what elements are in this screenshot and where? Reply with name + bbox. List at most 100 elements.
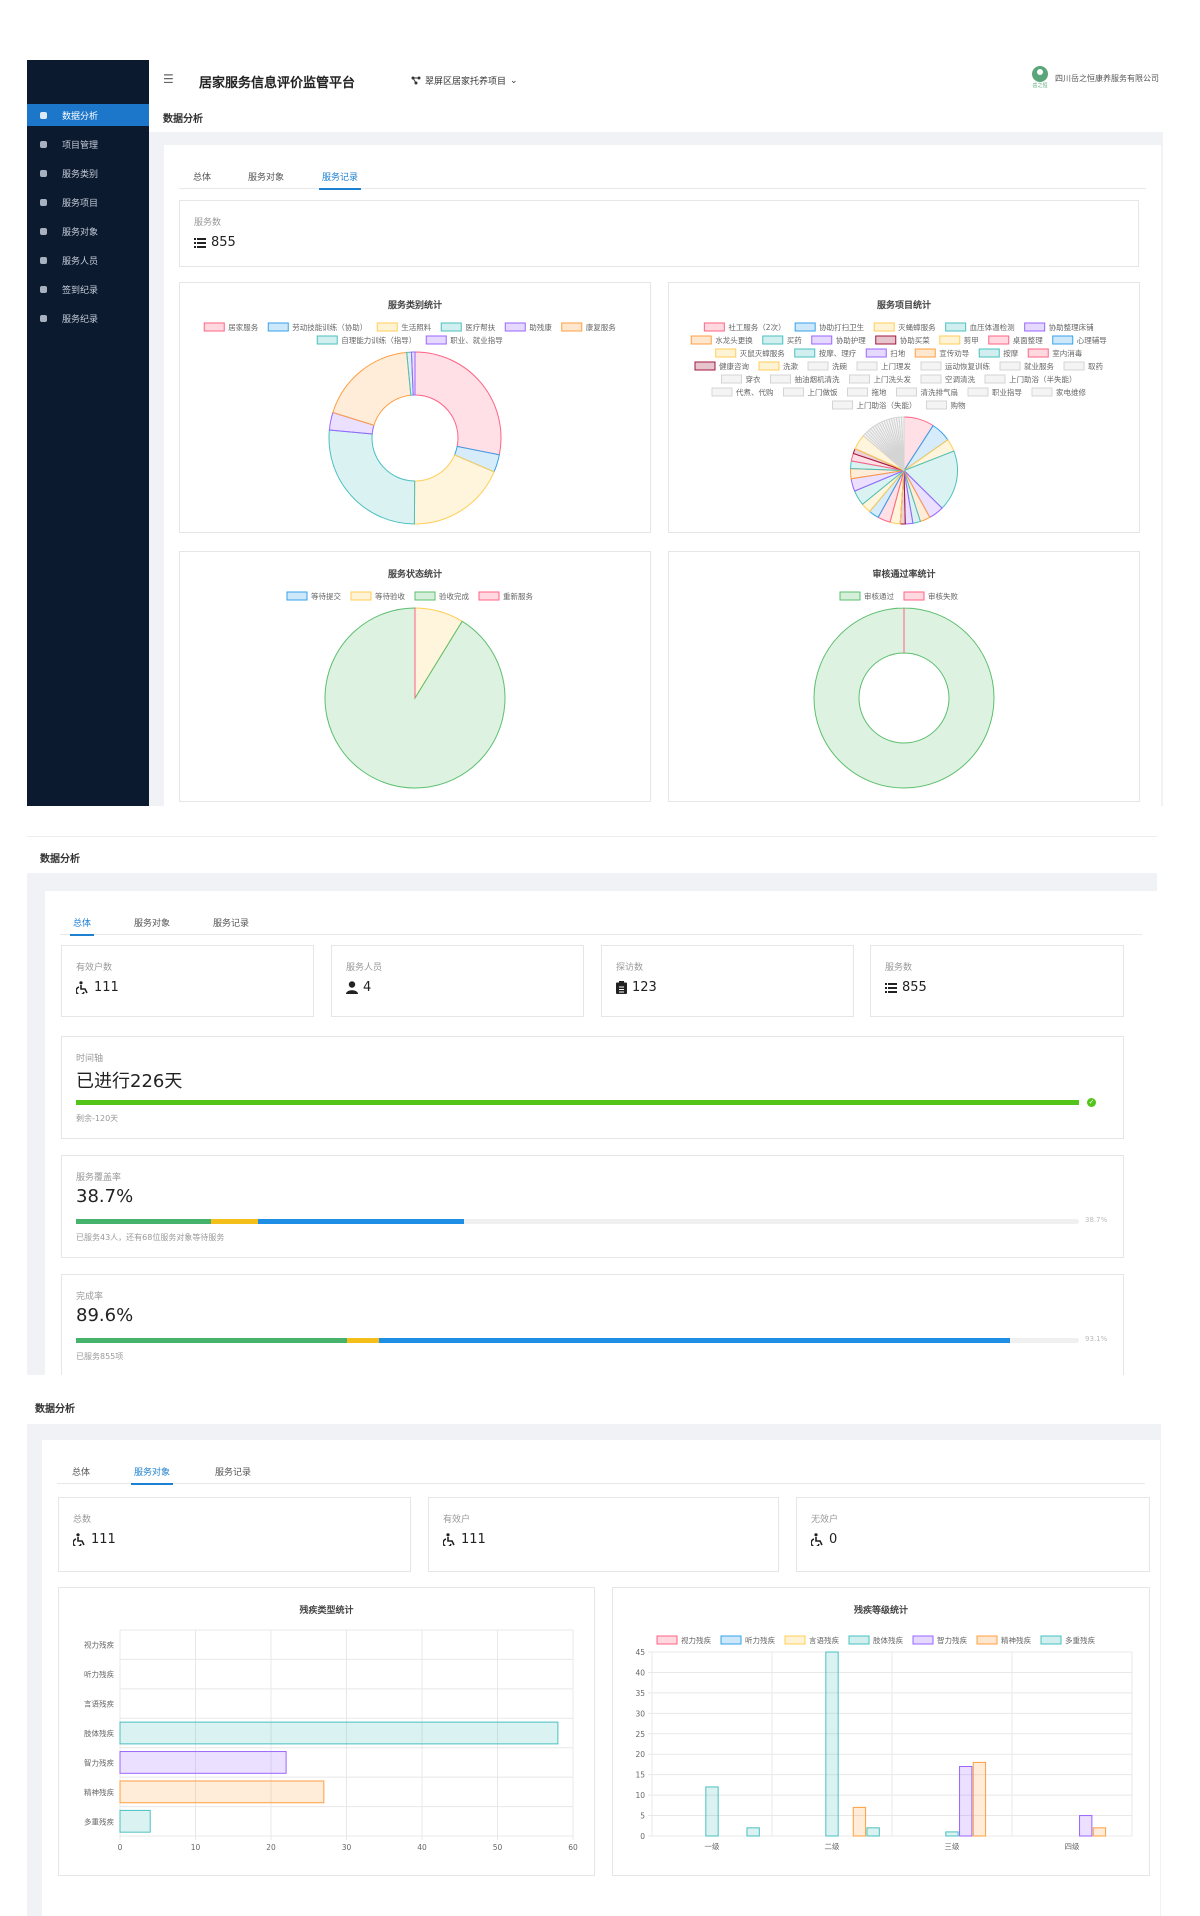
legend-swatch — [1027, 348, 1049, 358]
bar — [119, 1780, 325, 1804]
stat-value-row: 855 — [194, 235, 236, 250]
nav-label: 数据分析 — [62, 111, 99, 122]
nav-item[interactable]: 签到纪录 — [27, 278, 149, 300]
legend-label: 多重残疾 — [1065, 1635, 1095, 1645]
stat-value: 855 — [211, 235, 236, 250]
legend-swatch — [945, 322, 967, 332]
legend-label: 穿衣 — [746, 374, 761, 384]
legend-label: 医疗帮扶 — [465, 322, 495, 332]
legend-swatch — [920, 374, 942, 384]
legend-swatch — [848, 1635, 870, 1645]
stat-value-row: 123 — [616, 980, 657, 995]
legend-label: 取药 — [1088, 361, 1104, 371]
legend-swatch — [920, 361, 942, 371]
legend-label: 家电维修 — [1056, 387, 1086, 397]
wheelchair-icon — [73, 1533, 85, 1546]
screen: 数据分析 总体 服务对象 服务记录 总数 111 有效户 111 无效户 0 残疾类… — [27, 1388, 1161, 1916]
legend-swatch — [832, 400, 853, 410]
project-select[interactable]: 翠屏区居家托养项目 ⌄ — [411, 74, 518, 87]
y-tick-label: 0 — [640, 1832, 645, 1841]
pie-slice — [332, 351, 412, 426]
tab[interactable]: 总体 — [70, 916, 95, 936]
nav-item[interactable]: 服务类别 — [27, 162, 149, 184]
legend-label: 抽油烟机清洗 — [795, 374, 840, 384]
tab[interactable]: 服务记录 — [215, 1468, 252, 1478]
legend-swatch — [988, 335, 1010, 345]
legend-label: 室内消毒 — [1052, 348, 1082, 358]
legend-label: 上门助浴（失能） — [857, 400, 917, 410]
pie-slice — [410, 351, 416, 396]
bar — [119, 1721, 559, 1745]
legend-label: 听力残疾 — [745, 1635, 775, 1645]
wheelchair-icon — [443, 1533, 455, 1546]
nav-label: 服务项目 — [62, 198, 99, 209]
y-tick-label: 5 — [640, 1812, 645, 1821]
legend-swatch — [794, 322, 816, 332]
legend-label: 社工服务（2次） — [728, 322, 785, 332]
legend-swatch — [425, 335, 447, 345]
progress-label: 服务覆盖率 — [76, 1173, 122, 1183]
legend-label: 康复服务 — [586, 322, 616, 332]
timeline-label: 时间轴 — [76, 1054, 104, 1064]
stat-label: 服务数 — [194, 218, 222, 228]
legend-swatch — [350, 591, 372, 601]
y-tick-label: 30 — [635, 1709, 645, 1718]
legend-swatch — [267, 322, 289, 332]
nav-item[interactable]: 数据分析 — [27, 104, 149, 126]
legend-label: 代煮、代购 — [736, 387, 774, 397]
logo-text: 岳之恒 — [1032, 83, 1048, 89]
legend-swatch — [783, 387, 804, 397]
legend-label: 审核通过 — [864, 591, 894, 601]
tab[interactable]: 服务记录 — [319, 170, 362, 190]
legend-label: 空调清洗 — [945, 374, 975, 384]
tab[interactable]: 服务对象 — [248, 173, 285, 183]
stat-value: 123 — [632, 980, 657, 995]
legend-label: 自理能力训练（指导） — [341, 335, 416, 345]
nav-item[interactable]: 项目管理 — [27, 133, 149, 155]
progress-card: 完成率 89.6% 已服务855项 93.1% — [61, 1274, 1124, 1375]
timeline-text: 已进行226天 — [76, 1071, 183, 1092]
pie-slice — [900, 416, 905, 471]
progress-text: 38.7% — [76, 1186, 134, 1207]
stat-card: 服务人员 4 — [331, 945, 584, 1017]
legend-label: 等待提交 — [311, 591, 341, 601]
legend-label: 视力残疾 — [681, 1635, 711, 1645]
legend-label: 拖地 — [872, 387, 887, 397]
clipboard-icon — [616, 981, 627, 994]
menu-toggle[interactable]: ☰ — [163, 72, 174, 86]
breadcrumb-bar: 数据分析 — [27, 1388, 1161, 1424]
account[interactable]: 岳之恒 四川岳之恒康养服务有限公司 — [1030, 66, 1159, 90]
x-tick-label: 三级 — [945, 1841, 960, 1851]
legend-label: 智力残疾 — [937, 1635, 967, 1645]
legend-label: 肢体残疾 — [873, 1635, 903, 1645]
y-tick-label: 10 — [635, 1791, 645, 1800]
nav-item[interactable]: 服务对象 — [27, 220, 149, 242]
nav-icon — [40, 140, 47, 148]
legend-label: 职业、就业指导 — [450, 335, 503, 345]
legend-label: 按摩、理疗 — [819, 348, 857, 358]
nav-item[interactable]: 服务人员 — [27, 249, 149, 271]
x-tick-label: 0 — [118, 1843, 123, 1852]
timeline-card: 时间轴 已进行226天 剩余-120天 ✓ — [61, 1036, 1124, 1139]
nav-item[interactable]: 服务项目 — [27, 191, 149, 213]
nav-item[interactable]: 服务纪录 — [27, 307, 149, 329]
tab[interactable]: 服务记录 — [213, 919, 250, 929]
legend-swatch — [926, 400, 947, 410]
tab[interactable]: 总体 — [193, 173, 212, 183]
pie-slice — [414, 351, 502, 456]
bar — [972, 1761, 987, 1837]
tab[interactable]: 总体 — [72, 1468, 91, 1478]
tab[interactable]: 服务对象 — [134, 919, 171, 929]
legend-label: 血压体温检测 — [970, 322, 1015, 332]
progress-label: 完成率 — [76, 1292, 104, 1302]
legend-swatch — [656, 1635, 678, 1645]
x-tick-label: 10 — [191, 1843, 201, 1852]
nav-label: 服务人员 — [62, 256, 99, 267]
tab[interactable]: 服务对象 — [131, 1465, 174, 1485]
legend-label: 上门助浴（半失能） — [1009, 374, 1077, 384]
stat-label: 有效户 — [443, 1515, 471, 1525]
legend-label: 洗碗 — [832, 361, 847, 371]
tabs: 总体 服务对象 服务记录 — [45, 891, 1157, 939]
chart-title: 审核通过率统计 — [872, 568, 935, 580]
